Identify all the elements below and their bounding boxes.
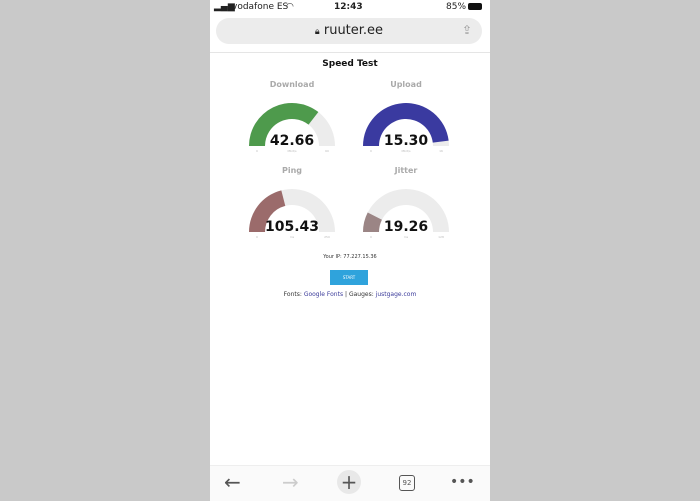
lock-icon: 🔒︎ bbox=[314, 27, 320, 37]
gauge-track bbox=[363, 189, 449, 232]
share-icon[interactable]: ⇪ bbox=[461, 23, 472, 37]
gauge-label-jitter: Jitter bbox=[394, 166, 418, 175]
justgage-link[interactable]: justgage.com bbox=[375, 291, 417, 298]
clock: 12:43 bbox=[334, 2, 363, 12]
gauge-unit: Mbit/s bbox=[401, 149, 411, 153]
gauge-fill bbox=[249, 190, 286, 232]
divider bbox=[210, 52, 490, 53]
battery-icon bbox=[468, 3, 482, 10]
gauge-ping: 105.43 0 ms 250 bbox=[249, 189, 335, 239]
gauge-unit: ms bbox=[404, 235, 409, 239]
gauge-min: 0 bbox=[256, 149, 258, 153]
gauge-label-upload: Upload bbox=[390, 80, 422, 89]
gauge-value: 105.43 bbox=[265, 219, 319, 235]
gauge-unit: ms bbox=[290, 235, 295, 239]
gauge-min: 0 bbox=[256, 235, 258, 239]
phone-screen: ▂▄▆ vodafone ES ◠ 12:43 85% 🔒︎ ruuter.ee… bbox=[210, 0, 490, 501]
url-text: ruuter.ee bbox=[323, 23, 384, 38]
tabs-button[interactable]: 92 bbox=[399, 475, 415, 491]
carrier: vodafone ES bbox=[232, 2, 289, 12]
more-icon[interactable]: ••• bbox=[450, 474, 475, 490]
gauge-max: 250 bbox=[324, 235, 330, 239]
start-button[interactable]: START bbox=[330, 270, 368, 285]
gauge-unit: Mbit/s bbox=[287, 149, 297, 153]
gauge-value: 19.26 bbox=[384, 219, 428, 235]
gauge-jitter: 19.26 0 ms 128 bbox=[363, 189, 449, 239]
gauge-label-download: Download bbox=[269, 80, 315, 89]
forward-icon[interactable]: → bbox=[282, 470, 299, 494]
fonts-label: Fonts: bbox=[283, 291, 302, 298]
gauge-download: 42.66 0 Mbit/s 60 bbox=[249, 103, 335, 153]
gauge-min: 0 bbox=[370, 149, 372, 153]
gauge-label-ping: Ping bbox=[281, 166, 303, 175]
gauge-value: 15.30 bbox=[384, 133, 429, 149]
browser-toolbar: ← → + 92 ••• bbox=[210, 465, 490, 501]
gauge-max: 16 bbox=[439, 149, 443, 153]
ip-address: Your IP: 77.227.15.36 bbox=[323, 254, 377, 260]
back-icon[interactable]: ← bbox=[224, 470, 241, 494]
gauge-upload: 15.30 0 Mbit/s 16 bbox=[363, 102, 449, 153]
credits: Fonts: Google Fonts | Gauges: justgage.c… bbox=[210, 291, 490, 298]
gauges-label: Gauges: bbox=[348, 291, 374, 298]
address-bar[interactable]: 🔒︎ ruuter.ee ⇪ bbox=[216, 18, 482, 44]
gauge-min: 0 bbox=[370, 235, 372, 239]
gauge-fill bbox=[363, 102, 449, 146]
battery-level: 85% bbox=[446, 2, 467, 12]
gauge-fill bbox=[363, 212, 382, 232]
gauge-value: 42.66 bbox=[270, 133, 314, 149]
signal-icon: ▂▄▆ bbox=[214, 2, 235, 12]
separator: | bbox=[345, 291, 348, 298]
gauge-max: 128 bbox=[438, 235, 444, 239]
gauge-fill bbox=[249, 103, 319, 146]
gauge-max: 60 bbox=[325, 149, 329, 153]
wifi-icon: ◠ bbox=[286, 2, 294, 12]
status-bar: ▂▄▆ vodafone ES ◠ 12:43 85% bbox=[210, 0, 490, 14]
new-tab-icon[interactable]: + bbox=[337, 470, 361, 494]
google-fonts-link[interactable]: Google Fonts bbox=[303, 291, 344, 298]
page-title: Speed Test bbox=[322, 59, 378, 69]
